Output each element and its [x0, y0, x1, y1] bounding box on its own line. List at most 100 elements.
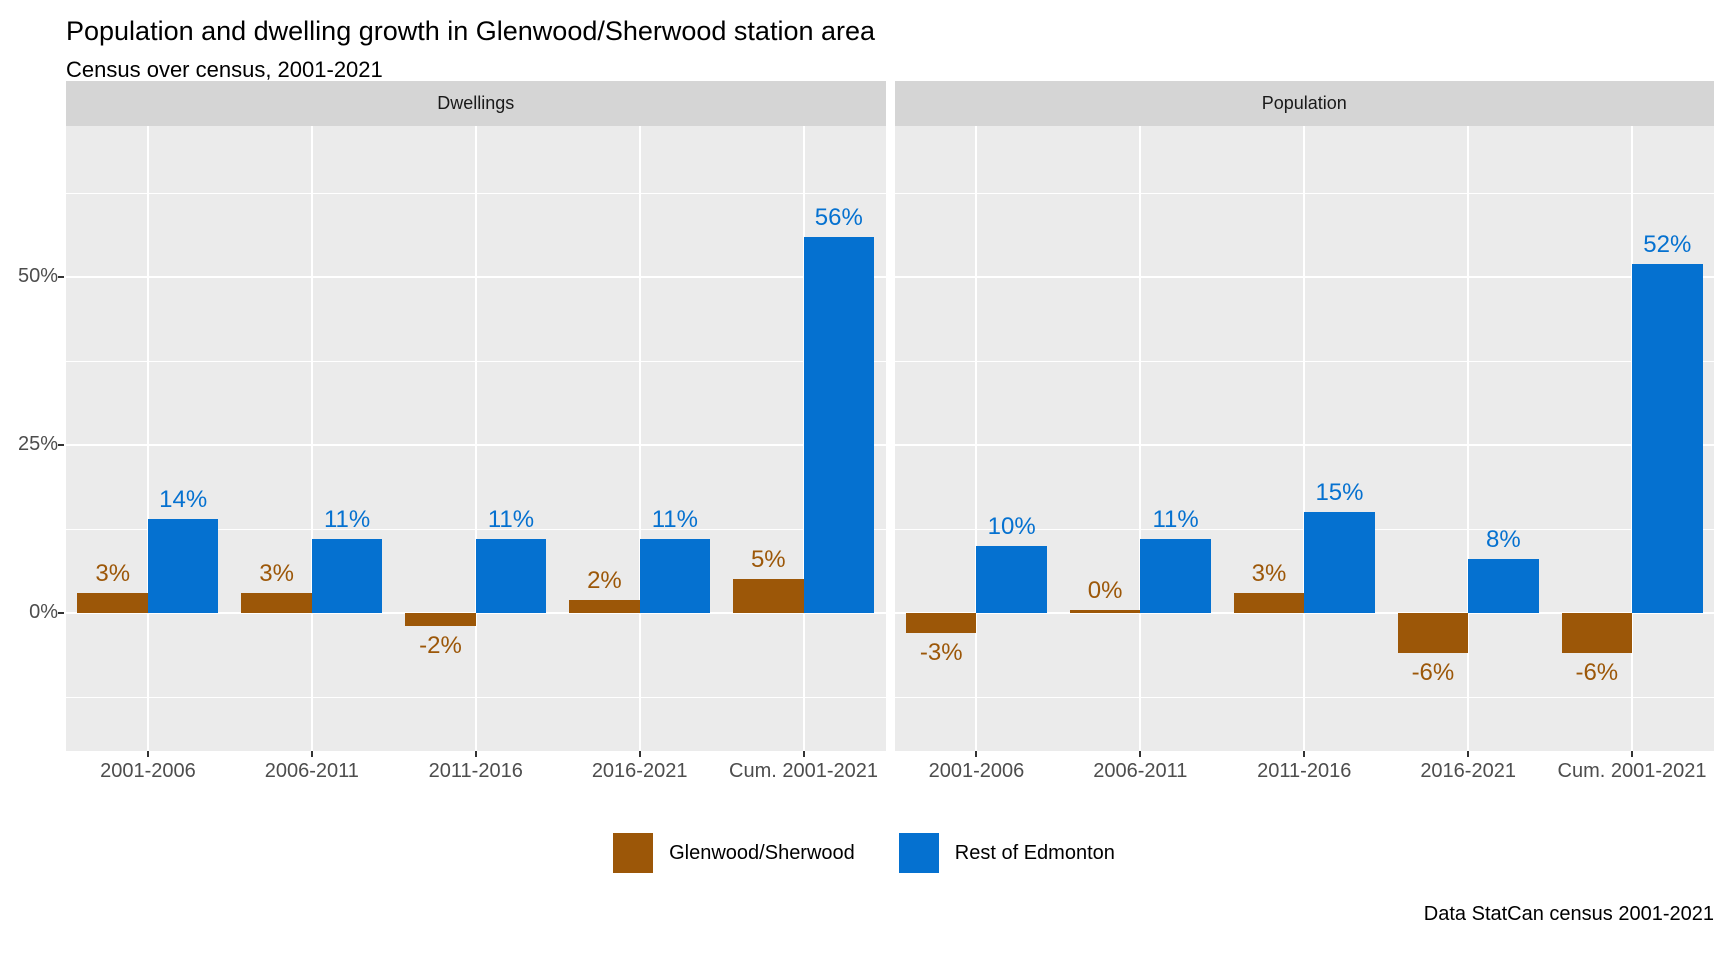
- gridline-vertical: [1139, 126, 1142, 751]
- chart-header: Population and dwelling growth in Glenwo…: [0, 0, 1728, 82]
- legend-item-rest-of-edmonton: Rest of Edmonton: [898, 833, 1115, 873]
- x-tick: [638, 751, 641, 757]
- bar-value-label: 0%: [1087, 577, 1123, 604]
- x-tick: [1467, 751, 1470, 757]
- x-tick: [1631, 751, 1634, 757]
- x-tick-label: 2016-2021: [591, 760, 688, 782]
- bar-rest-of-edmonton: [475, 539, 547, 613]
- gridline-vertical: [310, 126, 313, 751]
- bar-rest-of-edmonton: [1140, 539, 1211, 613]
- x-tick-label: 2001-2006: [928, 760, 1025, 782]
- x-tick-label: 2006-2011: [264, 760, 359, 782]
- facet-population: Population -3% 0% 3% -6% -6% 10% 11% 15% 8% 52% 200…: [894, 81, 1715, 793]
- gridline-minor: [894, 697, 1714, 698]
- y-tick: [58, 276, 64, 278]
- bar-value-label: 5%: [750, 546, 786, 574]
- legend: Glenwood/Sherwood Rest of Edmonton: [0, 833, 1728, 873]
- bar-value-label: 14%: [159, 485, 208, 513]
- gridline-major: [66, 444, 886, 446]
- bar-value-label: 11%: [651, 506, 699, 534]
- x-tick-label: Cum. 2001-2021: [729, 760, 879, 782]
- gridline-major: [894, 276, 1714, 278]
- gridline-minor: [894, 361, 1714, 362]
- x-tick: [1303, 751, 1306, 757]
- bar-value-label: 56%: [814, 203, 863, 231]
- bar-glenwood-sherwood: [1233, 592, 1305, 613]
- bar-value-label: 52%: [1643, 230, 1692, 258]
- gridline-minor: [894, 193, 1714, 194]
- chart-title: Population and dwelling growth in Glenwo…: [66, 16, 876, 46]
- bar-value-label: 10%: [987, 512, 1036, 540]
- bar-rest-of-edmonton: [1304, 512, 1375, 613]
- legend-swatch-rest-of-edmonton: [898, 833, 939, 873]
- bar-value-label: 11%: [323, 506, 371, 534]
- bar-rest-of-edmonton: [976, 545, 1047, 613]
- legend-label: Rest of Edmonton: [954, 841, 1115, 864]
- gridline-vertical: [975, 126, 978, 751]
- bar-glenwood-sherwood: [733, 579, 804, 613]
- bar-value-label: -6%: [1411, 659, 1455, 687]
- bar-rest-of-edmonton: [147, 518, 219, 613]
- plot-panel: 3% 3% -2% 2% 5% 14% 11% 11% 11% 56%: [66, 126, 886, 751]
- x-tick-label: 2011-2016: [428, 760, 523, 782]
- bar-value-label: 2%: [587, 566, 622, 594]
- y-tick-label: 0%: [29, 601, 58, 623]
- gridline-vertical: [474, 126, 477, 751]
- x-axis: 2001-2006 2006-2011 2011-2016 2016-2021 Cum.…: [66, 751, 886, 793]
- plot-panel: -3% 0% 3% -6% -6% 10% 11% 15% 8% 52%: [894, 126, 1714, 751]
- bar-value-label: 3%: [95, 559, 131, 587]
- gridline-minor: [66, 361, 886, 362]
- chart-caption: Data StatCan census 2001-2021: [1423, 903, 1714, 925]
- bar-value-label: 15%: [1315, 479, 1364, 507]
- x-tick: [146, 751, 149, 757]
- legend-label: Glenwood/Sherwood: [669, 841, 855, 864]
- y-tick: [58, 444, 64, 446]
- gridline-vertical: [1467, 126, 1470, 751]
- x-tick-label: 2011-2016: [1257, 760, 1352, 782]
- gridline-minor: [66, 697, 886, 698]
- legend-swatch-glenwood-sherwood: [613, 833, 654, 873]
- bar-glenwood-sherwood: [905, 613, 977, 634]
- bar-glenwood-sherwood: [77, 592, 148, 613]
- gridline-major: [894, 612, 1714, 614]
- facet-dwellings: Dwellings 3% 3% -2% 2% 5% 14% 11% 11% 11% 56% 2001-…: [66, 81, 886, 793]
- gridline-major: [894, 444, 1714, 446]
- x-tick-label: Cum. 2001-2021: [1557, 760, 1707, 782]
- bar-glenwood-sherwood: [405, 613, 476, 627]
- facet-strip-label: Dwellings: [66, 81, 886, 126]
- chart-subtitle: Census over census, 2001-2021: [66, 57, 383, 82]
- gridline-vertical: [146, 126, 149, 751]
- bar-rest-of-edmonton: [1468, 559, 1539, 613]
- x-tick-label: 2006-2011: [1093, 760, 1188, 782]
- legend-item-glenwood-sherwood: Glenwood/Sherwood: [613, 833, 855, 873]
- x-tick-label: 2001-2006: [100, 760, 196, 782]
- bar-glenwood-sherwood: [569, 599, 640, 613]
- x-tick: [802, 751, 805, 757]
- bar-value-label: -2%: [419, 632, 462, 660]
- facet-panels: Dwellings 3% 3% -2% 2% 5% 14% 11% 11% 11% 56% 2001-…: [66, 81, 1714, 793]
- bar-rest-of-edmonton: [311, 539, 383, 613]
- x-tick: [474, 751, 477, 757]
- gridline-vertical: [638, 126, 641, 751]
- bar-rest-of-edmonton: [803, 236, 875, 613]
- bar-glenwood-sherwood: [1397, 613, 1469, 654]
- chart: Dwellings 3% 3% -2% 2% 5% 14% 11% 11% 11% 56% 2001-…: [18, 81, 1714, 793]
- y-tick: [58, 612, 64, 614]
- x-tick: [310, 751, 313, 757]
- gridline-major: [66, 276, 886, 278]
- gridline-major: [66, 612, 886, 614]
- bar-value-label: -6%: [1575, 659, 1619, 687]
- bar-glenwood-sherwood: [241, 592, 312, 613]
- bar-value-label: -3%: [919, 639, 963, 667]
- x-tick: [1139, 751, 1142, 757]
- bar-value-label: 3%: [1251, 559, 1287, 587]
- gridline-minor: [66, 193, 886, 194]
- x-axis: 2001-2006 2006-2011 2011-2016 2016-2021 Cum.…: [895, 751, 1715, 793]
- bar-rest-of-edmonton: [1632, 263, 1703, 613]
- y-tick-label: 50%: [17, 265, 58, 287]
- bar-value-label: 3%: [259, 559, 294, 587]
- x-tick: [975, 751, 978, 757]
- bar-value-label: 8%: [1486, 526, 1521, 554]
- bar-glenwood-sherwood: [1561, 613, 1633, 654]
- x-tick-label: 2016-2021: [1420, 760, 1516, 782]
